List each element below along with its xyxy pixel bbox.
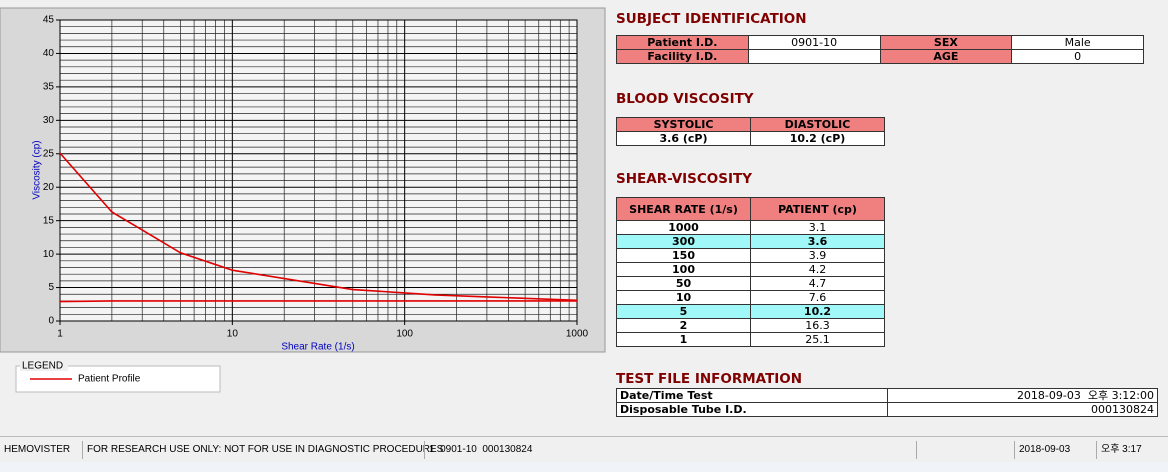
- value-cell: 50: [616, 276, 751, 291]
- field-label: Facility I.D.: [616, 49, 749, 64]
- table-row: 100 4.2: [616, 262, 885, 277]
- table-row: Disposable Tube I.D. 000130824: [616, 402, 1158, 417]
- status-cell-empty: [916, 441, 1015, 459]
- table-row: Patient I.D. 0901-10 SEX Male: [616, 35, 1144, 50]
- field-label: Patient I.D.: [616, 35, 749, 50]
- file-table: Date/Time Test 2018-09-03 오후 3:12:00 Dispo…: [616, 388, 1158, 417]
- section-title: BLOOD VISCOSITY: [616, 91, 754, 107]
- table-row: Date/Time Test 2018-09-03 오후 3:12:00: [616, 388, 1158, 403]
- field-value: 000130824: [886, 402, 1158, 417]
- value-cell: 10.2: [750, 304, 885, 319]
- value-cell: 4.7: [750, 276, 885, 291]
- y-tick-label: 40: [43, 48, 55, 59]
- blood-table: SYSTOLIC DIASTOLIC 3.6 (cP) 10.2 (cP): [616, 117, 885, 146]
- field-value: 2018-09-03 오후 3:12:00: [886, 388, 1158, 403]
- y-tick-label: 30: [43, 115, 55, 126]
- table-row: 5 10.2: [616, 304, 885, 319]
- status-cell: 2018-09-03: [1014, 441, 1099, 459]
- y-tick-label: 20: [43, 182, 55, 193]
- field-label: Disposable Tube I.D.: [616, 402, 888, 417]
- table-row: 150 3.9: [616, 248, 885, 263]
- header-row: SYSTOLIC DIASTOLIC: [616, 117, 885, 132]
- value-cell: 4.2: [750, 262, 885, 277]
- table-row: 300 3.6: [616, 234, 885, 249]
- plot-area: [60, 20, 577, 321]
- data-line: [59, 300, 577, 303]
- section-title: SUBJECT IDENTIFICATION: [616, 11, 807, 27]
- x-tick-label: 1000: [566, 329, 589, 340]
- chart: Shear Rate (1/s) Viscosity (cp) LEGEND 1…: [0, 7, 606, 393]
- value-cell: 5: [616, 304, 751, 319]
- field-value: Male: [1011, 35, 1144, 50]
- x-tick-label: 1: [57, 329, 63, 340]
- value-cell: 1: [616, 332, 751, 347]
- status-cell: 오후 3:17: [1096, 441, 1168, 459]
- field-value: 0: [1011, 49, 1144, 64]
- y-tick-label: 15: [43, 215, 55, 226]
- x-axis-label: Shear Rate (1/s): [281, 342, 354, 353]
- data-line: [59, 152, 578, 302]
- value-cell: 2: [616, 318, 751, 333]
- y-tick-label: 5: [48, 282, 54, 293]
- table-row: 2 16.3: [616, 318, 885, 333]
- y-tick-label: 45: [43, 15, 55, 26]
- section-title: SHEAR-VISCOSITY: [616, 171, 753, 187]
- status-cell: 1 0901-10 000130824: [424, 441, 919, 459]
- legend-title-bg: [20, 361, 68, 371]
- header-row: SHEAR RATE (1/s) PATIENT (cp): [616, 197, 885, 221]
- value-cell: 150: [616, 248, 751, 263]
- status-cell: FOR RESEARCH USE ONLY: NOT FOR USE IN DI…: [82, 441, 443, 459]
- value-cell: 3.1: [750, 220, 885, 235]
- x-tick-label: 100: [396, 329, 413, 340]
- table-row: 10 7.6: [616, 290, 885, 305]
- table-row: 50 4.7: [616, 276, 885, 291]
- subject-table: Patient I.D. 0901-10 SEX Male Facility I.D. A…: [616, 35, 1144, 64]
- value-cell: 7.6: [750, 290, 885, 305]
- status-cell: HEMOVISTER: [4, 444, 71, 455]
- header-cell: SYSTOLIC: [616, 117, 751, 132]
- status-bar: HEMOVISTER FOR RESEARCH USE ONLY: NOT FOR…: [0, 436, 1168, 463]
- x-tick-label: 10: [227, 329, 239, 340]
- value-cell: 3.6: [750, 234, 885, 249]
- value-cell: 300: [616, 234, 751, 249]
- field-value: [747, 49, 881, 64]
- table-row: 1000 3.1: [616, 220, 885, 235]
- table-row: 1 25.1: [616, 332, 885, 347]
- value-cell: 25.1: [750, 332, 885, 347]
- legend-title: LEGEND: [22, 361, 63, 372]
- value-cell: 1000: [616, 220, 751, 235]
- plot-frame: [59, 19, 578, 322]
- field-value: 0901-10: [747, 35, 881, 50]
- value-cell: 3.6 (cP): [616, 131, 751, 146]
- value-cell: 16.3: [750, 318, 885, 333]
- y-tick-label: 35: [43, 82, 55, 93]
- field-label: AGE: [879, 49, 1013, 64]
- y-tick-label: 10: [43, 249, 55, 260]
- y-tick-label: 0: [48, 316, 54, 327]
- legend-label: Patient Profile: [78, 374, 141, 385]
- y-axis-label: Viscosity (cp): [32, 140, 43, 199]
- value-cell: 10.2 (cP): [750, 131, 885, 146]
- header-cell: PATIENT (cp): [750, 197, 885, 221]
- taskbar-strip: [0, 462, 1168, 472]
- field-label: SEX: [879, 35, 1013, 50]
- header-cell: SHEAR RATE (1/s): [616, 197, 751, 221]
- shear-table: SHEAR RATE (1/s) PATIENT (cp) 1000 3.1 300 3.…: [616, 197, 885, 347]
- value-cell: 100: [616, 262, 751, 277]
- table-row: Facility I.D. AGE 0: [616, 49, 1144, 64]
- value-cell: 3.9: [750, 248, 885, 263]
- table-row: 3.6 (cP) 10.2 (cP): [616, 131, 885, 146]
- header-cell: DIASTOLIC: [750, 117, 885, 132]
- section-title: TEST FILE INFORMATION: [616, 371, 803, 387]
- y-tick-label: 25: [43, 148, 55, 159]
- field-label: Date/Time Test: [616, 388, 888, 403]
- value-cell: 10: [616, 290, 751, 305]
